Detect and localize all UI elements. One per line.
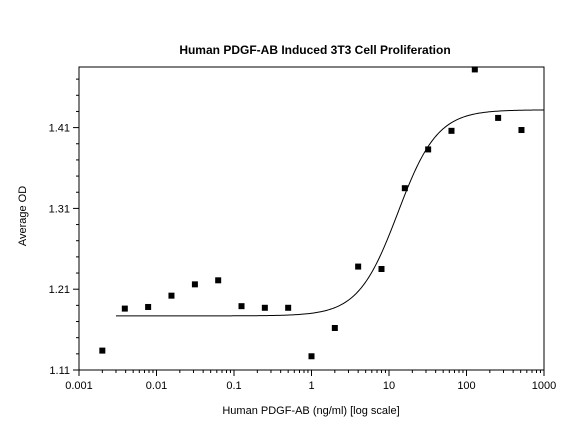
y-axis-label: Average OD	[17, 186, 29, 246]
data-point	[448, 127, 455, 134]
data-point	[308, 353, 315, 360]
y-tick-label: 1.31	[49, 203, 70, 215]
data-point	[145, 303, 152, 310]
x-tick-label: 10	[383, 380, 395, 392]
plot-frame	[78, 66, 545, 371]
x-tick-label: 100	[457, 380, 475, 392]
x-tick-label: 0.01	[146, 380, 167, 392]
data-point	[168, 292, 175, 299]
data-point	[331, 324, 338, 331]
y-tick-label: 1.21	[49, 284, 70, 296]
data-point	[401, 185, 408, 192]
fit-curve	[115, 109, 545, 317]
x-tick-label: 1	[308, 380, 314, 392]
data-point	[518, 127, 525, 134]
x-tick-label: 0.1	[226, 380, 241, 392]
y-tick-label: 1.41	[49, 123, 70, 135]
data-point	[355, 263, 362, 270]
data-point	[285, 304, 292, 311]
plot-area: 0.001 0.01 0.1 1 10 100 1000 1.11 1.21 1.31 1.41	[49, 66, 556, 392]
data-point	[215, 277, 222, 284]
x-tick-label: 0.001	[65, 380, 93, 392]
y-tick-label: 1.11	[49, 365, 70, 377]
chart-title: Human PDGF-AB Induced 3T3 Cell Prolifera…	[179, 43, 450, 57]
x-tick-label: 1000	[532, 380, 556, 392]
data-point	[121, 305, 128, 312]
data-point	[238, 303, 245, 310]
x-axis-label: Human PDGF-AB (ng/ml) [log scale]	[222, 405, 399, 417]
data-point	[191, 281, 198, 288]
data-point	[495, 114, 502, 121]
data-point	[425, 146, 432, 153]
data-point	[378, 266, 385, 272]
data-point	[261, 304, 268, 311]
data-point	[471, 66, 478, 73]
data-point	[99, 347, 106, 354]
